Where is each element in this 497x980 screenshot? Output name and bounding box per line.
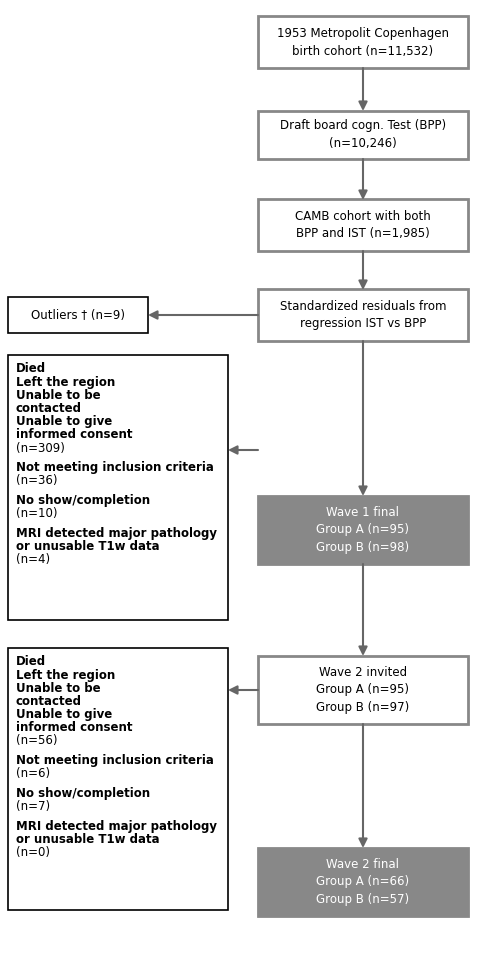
Text: Not meeting inclusion criteria: Not meeting inclusion criteria bbox=[16, 755, 214, 767]
Text: (n=10): (n=10) bbox=[16, 508, 58, 520]
Bar bbox=[258, 496, 468, 564]
Text: Standardized residuals from
regression IST vs BPP: Standardized residuals from regression I… bbox=[280, 300, 446, 330]
Text: Unable to be: Unable to be bbox=[16, 682, 100, 695]
Text: CAMB cohort with both
BPP and IST (n=1,985): CAMB cohort with both BPP and IST (n=1,9… bbox=[295, 210, 431, 240]
Bar bbox=[258, 289, 468, 341]
Text: Wave 2 final
Group A (n=66)
Group B (n=57): Wave 2 final Group A (n=66) Group B (n=5… bbox=[317, 858, 410, 906]
Text: (n=4): (n=4) bbox=[16, 554, 50, 566]
Text: Not meeting inclusion criteria: Not meeting inclusion criteria bbox=[16, 462, 214, 474]
Bar bbox=[8, 355, 228, 620]
Text: Died: Died bbox=[16, 363, 46, 375]
Text: (n=6): (n=6) bbox=[16, 767, 50, 780]
Bar bbox=[8, 297, 148, 333]
Bar bbox=[8, 648, 228, 910]
Text: Died: Died bbox=[16, 656, 46, 668]
Text: Unable to give: Unable to give bbox=[16, 709, 112, 721]
Text: or unusable T1w data: or unusable T1w data bbox=[16, 540, 160, 554]
Text: MRI detected major pathology: MRI detected major pathology bbox=[16, 527, 217, 540]
Text: Left the region: Left the region bbox=[16, 668, 115, 682]
Text: MRI detected major pathology: MRI detected major pathology bbox=[16, 820, 217, 833]
Text: (n=7): (n=7) bbox=[16, 801, 50, 813]
Text: No show/completion: No show/completion bbox=[16, 494, 150, 508]
Text: No show/completion: No show/completion bbox=[16, 787, 150, 801]
Text: Left the region: Left the region bbox=[16, 375, 115, 389]
Text: contacted: contacted bbox=[16, 402, 82, 415]
Text: (n=36): (n=36) bbox=[16, 474, 58, 487]
Text: 1953 Metropolit Copenhagen
birth cohort (n=11,532): 1953 Metropolit Copenhagen birth cohort … bbox=[277, 26, 449, 58]
Text: informed consent: informed consent bbox=[16, 721, 133, 734]
Text: Draft board cogn. Test (BPP)
(n=10,246): Draft board cogn. Test (BPP) (n=10,246) bbox=[280, 120, 446, 151]
Text: informed consent: informed consent bbox=[16, 428, 133, 441]
Text: Outliers † (n=9): Outliers † (n=9) bbox=[31, 309, 125, 321]
Bar bbox=[258, 16, 468, 68]
Text: (n=0): (n=0) bbox=[16, 847, 50, 859]
Text: Wave 1 final
Group A (n=95)
Group B (n=98): Wave 1 final Group A (n=95) Group B (n=9… bbox=[317, 506, 410, 555]
Text: Unable to give: Unable to give bbox=[16, 416, 112, 428]
Text: contacted: contacted bbox=[16, 695, 82, 708]
Bar bbox=[258, 111, 468, 159]
Text: Wave 2 invited
Group A (n=95)
Group B (n=97): Wave 2 invited Group A (n=95) Group B (n… bbox=[317, 665, 410, 714]
Text: or unusable T1w data: or unusable T1w data bbox=[16, 833, 160, 847]
Bar bbox=[258, 848, 468, 916]
Bar bbox=[258, 199, 468, 251]
Text: (n=56): (n=56) bbox=[16, 734, 58, 748]
Bar bbox=[258, 656, 468, 724]
Text: (n=309): (n=309) bbox=[16, 442, 65, 455]
Text: Unable to be: Unable to be bbox=[16, 389, 100, 402]
